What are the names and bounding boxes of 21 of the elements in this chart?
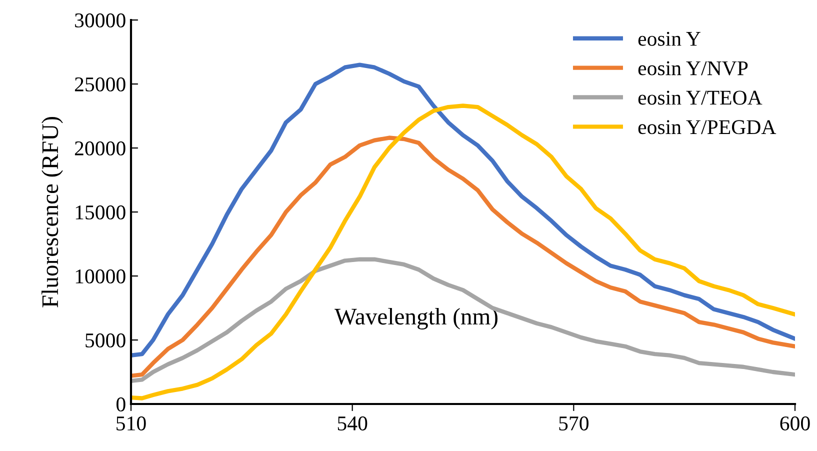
y-tick-label: 15000 (76, 205, 126, 220)
x-tick-label: 540 (338, 416, 368, 430)
legend-label: eosin Y/NVP (638, 61, 748, 76)
y-tick-label: 30000 (75, 13, 126, 28)
x-tick-label: 570 (559, 416, 588, 430)
y-tick-label: 10000 (76, 269, 126, 284)
legend-label: eosin Y/TEOA (638, 90, 762, 105)
line-series (131, 136, 795, 378)
y-tick-label: 5000 (86, 333, 126, 348)
line-series (131, 104, 795, 400)
x-tick-label: 600 (780, 416, 810, 430)
y-axis-title: Fluorescence (RFU) (42, 116, 63, 308)
line-series (131, 62, 795, 358)
y-tick-label: 20000 (74, 141, 126, 156)
x-axis-title: Wavelength (nm) (334, 308, 498, 330)
line-series (131, 257, 795, 384)
y-tick-label: 0 (116, 397, 126, 412)
x-tick-label: 510 (116, 416, 146, 430)
y-tick-label: 25000 (74, 77, 126, 92)
legend-label: eosin Y/PEGDA (638, 120, 776, 134)
legend-label: eosin Y (638, 32, 700, 46)
